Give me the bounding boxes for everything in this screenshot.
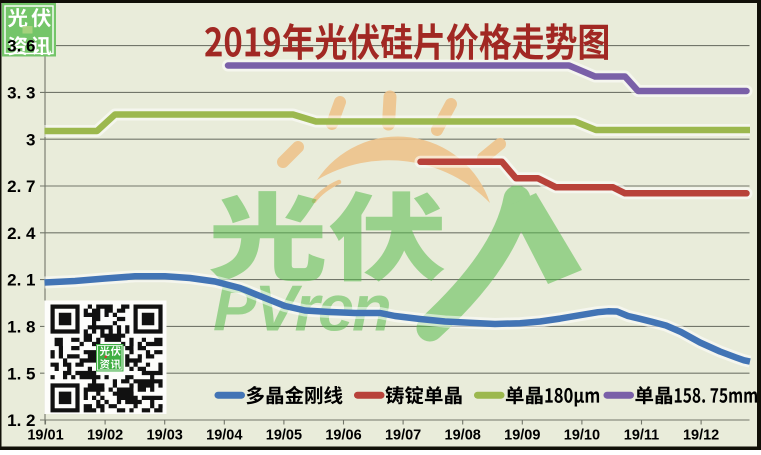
svg-text:19/05: 19/05 — [266, 428, 302, 444]
svg-text:19/11: 19/11 — [624, 428, 660, 444]
svg-text:3. 6: 3. 6 — [7, 37, 35, 56]
svg-text:19/09: 19/09 — [504, 428, 540, 444]
svg-text:2. 4: 2. 4 — [7, 224, 36, 243]
svg-text:3. 3: 3. 3 — [7, 84, 35, 103]
svg-text:19/04: 19/04 — [206, 428, 242, 444]
svg-text:19/06: 19/06 — [325, 428, 361, 444]
svg-text:1. 8: 1. 8 — [7, 318, 35, 337]
svg-text:2. 1: 2. 1 — [7, 271, 35, 290]
svg-text:19/10: 19/10 — [564, 428, 600, 444]
svg-text:1. 2: 1. 2 — [7, 411, 35, 430]
svg-text:19/07: 19/07 — [385, 428, 421, 444]
svg-text:1. 5: 1. 5 — [7, 364, 35, 383]
svg-text:19/01: 19/01 — [27, 428, 63, 444]
svg-text:3: 3 — [26, 130, 35, 149]
svg-text:19/02: 19/02 — [87, 428, 123, 444]
svg-text:19/12: 19/12 — [683, 428, 719, 444]
svg-text:19/03: 19/03 — [147, 428, 183, 444]
svg-text:19/08: 19/08 — [445, 428, 481, 444]
svg-text:2. 7: 2. 7 — [7, 177, 35, 196]
